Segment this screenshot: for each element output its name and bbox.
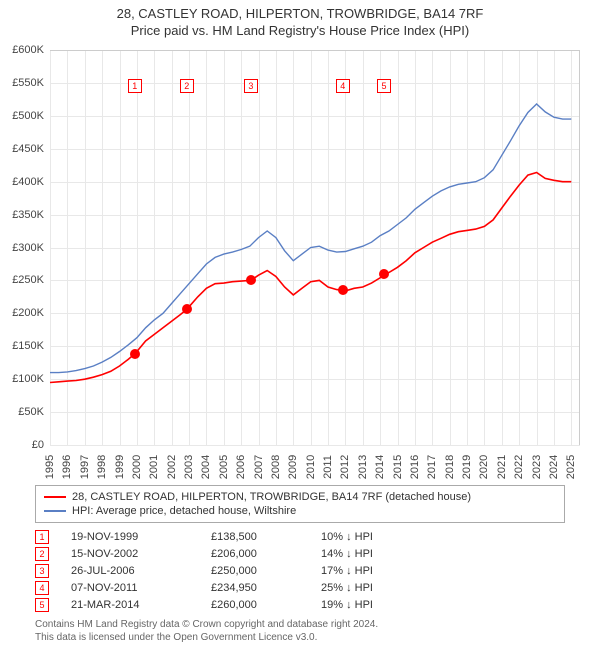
x-axis-label: 2005 [218, 455, 230, 479]
x-axis-label: 2020 [478, 455, 490, 479]
table-row: 4 07-NOV-2011£234,95025% ↓ HPI [35, 579, 441, 596]
table-row: 3 26-JUL-2006£250,00017% ↓ HPI [35, 562, 441, 579]
x-axis-label: 2008 [270, 455, 282, 479]
legend-label: HPI: Average price, detached house, Wilt… [72, 505, 296, 517]
sale-index: 1 [35, 530, 49, 544]
y-axis-label: £200K [4, 307, 44, 319]
x-axis-label: 2016 [409, 455, 421, 479]
chart-lines [50, 50, 580, 445]
y-axis-label: £550K [4, 77, 44, 89]
y-axis-label: £100K [4, 373, 44, 385]
x-axis-label: 2024 [548, 455, 560, 479]
sale-index: 4 [35, 581, 49, 595]
x-axis-label: 2025 [565, 455, 577, 479]
legend-swatch [44, 496, 66, 498]
sale-date: 07-NOV-2011 [71, 582, 211, 594]
x-axis-label: 2015 [392, 455, 404, 479]
sale-price: £138,500 [211, 531, 321, 543]
x-axis-label: 2006 [235, 455, 247, 479]
gridline-h [50, 445, 580, 446]
x-axis-label: 2022 [513, 455, 525, 479]
footer: Contains HM Land Registry data © Crown c… [35, 618, 378, 644]
sale-delta: 10% ↓ HPI [321, 531, 441, 543]
x-axis-label: 2018 [444, 455, 456, 479]
footer-line1: Contains HM Land Registry data © Crown c… [35, 618, 378, 631]
y-axis-label: £350K [4, 209, 44, 221]
x-axis-label: 2007 [253, 455, 265, 479]
sale-price: £260,000 [211, 599, 321, 611]
series-line [50, 173, 571, 383]
x-axis-label: 2009 [287, 455, 299, 479]
page-subtitle: Price paid vs. HM Land Registry's House … [0, 21, 600, 38]
y-axis-label: £500K [4, 110, 44, 122]
series-line [50, 104, 571, 373]
legend-row: HPI: Average price, detached house, Wilt… [44, 504, 556, 518]
x-axis-label: 2021 [496, 455, 508, 479]
x-axis-label: 2000 [131, 455, 143, 479]
table-row: 1 19-NOV-1999£138,50010% ↓ HPI [35, 528, 441, 545]
y-axis-label: £150K [4, 340, 44, 352]
sale-index: 5 [35, 598, 49, 612]
table-row: 5 21-MAR-2014£260,00019% ↓ HPI [35, 596, 441, 613]
x-axis-label: 2002 [166, 455, 178, 479]
x-axis-label: 2012 [339, 455, 351, 479]
x-axis-label: 2004 [200, 455, 212, 479]
sale-delta: 19% ↓ HPI [321, 599, 441, 611]
x-axis-label: 1999 [114, 455, 126, 479]
sale-price: £234,950 [211, 582, 321, 594]
sale-delta: 17% ↓ HPI [321, 565, 441, 577]
sale-date: 26-JUL-2006 [71, 565, 211, 577]
legend-row: 28, CASTLEY ROAD, HILPERTON, TROWBRIDGE,… [44, 490, 556, 504]
y-axis-label: £250K [4, 274, 44, 286]
sale-price: £250,000 [211, 565, 321, 577]
x-axis-label: 2014 [374, 455, 386, 479]
legend: 28, CASTLEY ROAD, HILPERTON, TROWBRIDGE,… [35, 485, 565, 523]
page-title: 28, CASTLEY ROAD, HILPERTON, TROWBRIDGE,… [0, 0, 600, 21]
y-axis-label: £600K [4, 44, 44, 56]
x-axis-label: 1998 [96, 455, 108, 479]
x-axis-label: 2011 [322, 455, 334, 479]
sale-delta: 25% ↓ HPI [321, 582, 441, 594]
y-axis-label: £450K [4, 143, 44, 155]
x-axis-label: 2001 [148, 455, 160, 479]
sale-delta: 14% ↓ HPI [321, 548, 441, 560]
y-axis-label: £400K [4, 176, 44, 188]
x-axis-label: 2010 [305, 455, 317, 479]
x-axis-label: 2013 [357, 455, 369, 479]
table-row: 2 15-NOV-2002£206,00014% ↓ HPI [35, 545, 441, 562]
x-axis-label: 1995 [44, 455, 56, 479]
chart-area: £0£50K£100K£150K£200K£250K£300K£350K£400… [50, 50, 580, 445]
sale-date: 21-MAR-2014 [71, 599, 211, 611]
x-axis-label: 2017 [426, 455, 438, 479]
x-axis-label: 1996 [61, 455, 73, 479]
sale-index: 2 [35, 547, 49, 561]
x-axis-label: 1997 [79, 455, 91, 479]
y-axis-label: £0 [4, 439, 44, 451]
y-axis-label: £300K [4, 242, 44, 254]
x-axis-label: 2023 [531, 455, 543, 479]
sales-table: 1 19-NOV-1999£138,50010% ↓ HPI 2 15-NOV-200… [35, 528, 441, 613]
x-axis-label: 2003 [183, 455, 195, 479]
sale-date: 15-NOV-2002 [71, 548, 211, 560]
legend-swatch [44, 510, 66, 512]
footer-line2: This data is licensed under the Open Gov… [35, 631, 378, 644]
sale-price: £206,000 [211, 548, 321, 560]
sale-index: 3 [35, 564, 49, 578]
x-axis-label: 2019 [461, 455, 473, 479]
y-axis-label: £50K [4, 406, 44, 418]
sale-date: 19-NOV-1999 [71, 531, 211, 543]
legend-label: 28, CASTLEY ROAD, HILPERTON, TROWBRIDGE,… [72, 491, 471, 503]
